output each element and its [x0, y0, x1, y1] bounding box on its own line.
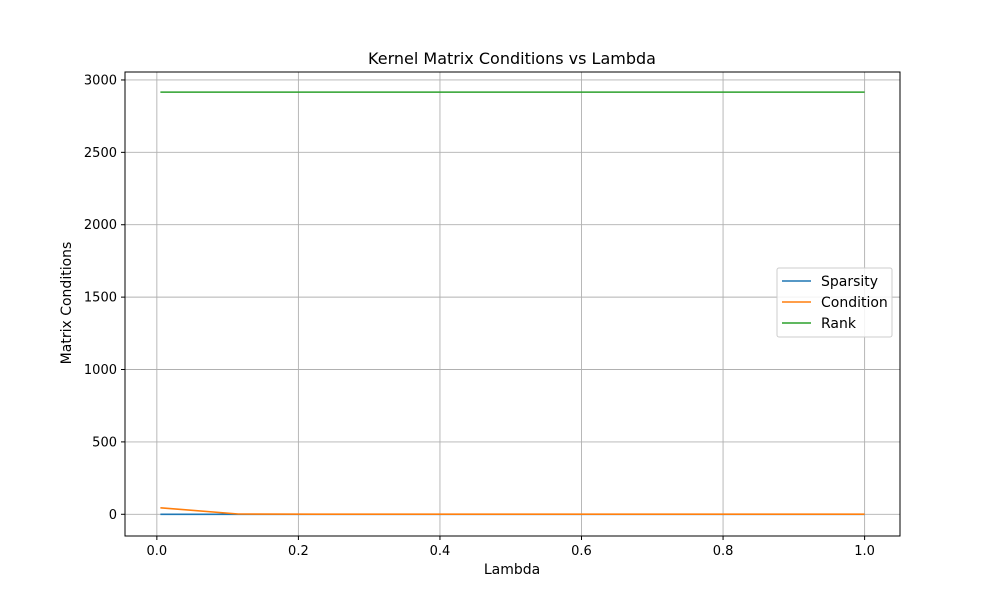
legend-box: [776, 267, 893, 338]
y-tick-label: 3000: [84, 73, 117, 88]
y-tick-label: 1500: [84, 291, 117, 306]
y-tick-label: 2000: [84, 218, 117, 233]
series-line-condition: [160, 506, 865, 515]
legend-label-rank: Rank: [821, 316, 857, 332]
chart-title: Kernel Matrix Conditions vs Lambda: [368, 49, 656, 68]
y-tick-label: 2500: [84, 146, 117, 161]
y-tick-label: 0: [109, 508, 117, 523]
x-axis-label: Lambda: [484, 562, 540, 578]
series-lines: [160, 91, 865, 516]
legend-label-sparsity: Sparsity: [821, 274, 878, 290]
x-tick-label: 1.0: [854, 544, 875, 559]
x-tick-label: 0.8: [713, 544, 734, 559]
x-tick-label: 0.6: [571, 544, 592, 559]
legend-label-condition: Condition: [821, 295, 888, 311]
legend: Sparsity Condition Rank: [776, 267, 893, 338]
y-axis-label: Matrix Conditions: [59, 242, 75, 365]
x-tick-label: 0.4: [430, 544, 451, 559]
x-tick-label: 0.2: [288, 544, 309, 559]
y-tick-label: 500: [92, 435, 117, 450]
y-tick-label: 1000: [84, 363, 117, 378]
plot-frame: [124, 71, 901, 537]
x-tick-label: 0.0: [147, 544, 168, 559]
axis-ticks: 0.0 0.2 0.4 0.6 0.8 1.0 0 500 1000 1500 2000 2500 30…: [84, 73, 875, 559]
